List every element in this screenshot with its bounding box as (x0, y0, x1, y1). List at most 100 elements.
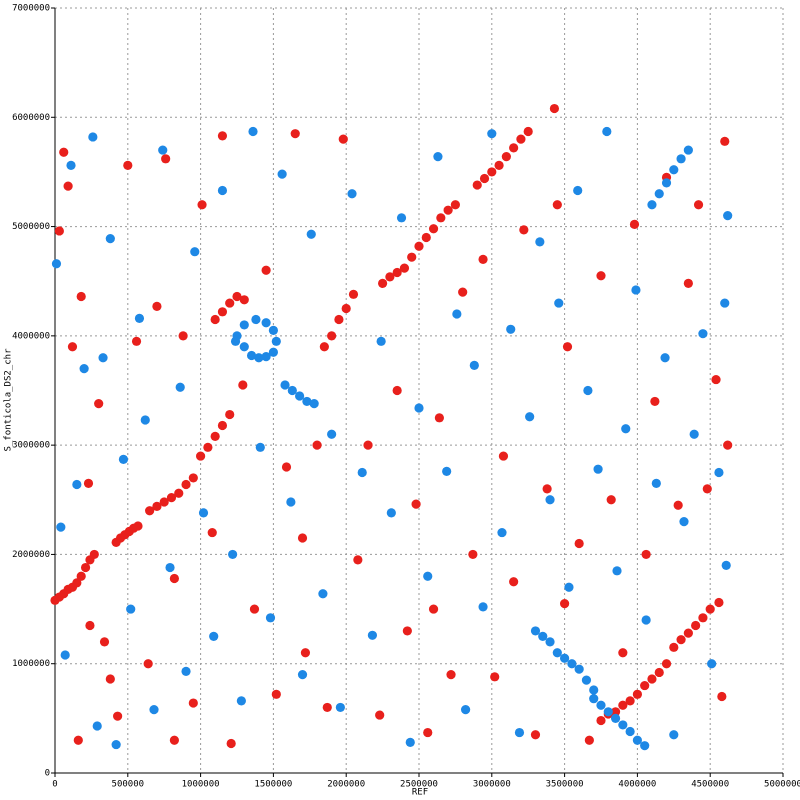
point (583, 385, 593, 396)
point (589, 694, 599, 704)
point (225, 298, 235, 308)
point (554, 298, 564, 308)
point (277, 169, 287, 179)
point (683, 278, 693, 288)
point (309, 399, 319, 409)
point (423, 727, 433, 738)
point (236, 696, 246, 706)
point (567, 659, 577, 669)
point (602, 126, 612, 137)
point (105, 233, 115, 244)
point (59, 147, 69, 157)
point (472, 180, 482, 190)
point (654, 667, 664, 678)
point (131, 336, 142, 346)
point (198, 508, 209, 518)
point (509, 577, 519, 587)
point (51, 259, 62, 269)
point (319, 342, 329, 352)
point (651, 478, 661, 488)
point (552, 648, 562, 658)
point (705, 604, 715, 614)
point (300, 648, 311, 658)
point (217, 131, 228, 141)
point (54, 226, 64, 236)
point (593, 464, 603, 474)
point (56, 522, 66, 532)
point (629, 219, 640, 229)
point (683, 145, 693, 155)
point (230, 336, 241, 346)
point (353, 555, 363, 565)
point (428, 224, 439, 234)
point (203, 442, 213, 452)
point (618, 720, 628, 730)
x-axis-label: REF (412, 788, 428, 798)
point (88, 132, 98, 142)
point (66, 160, 76, 170)
point (238, 380, 248, 390)
point (280, 380, 290, 390)
point (118, 454, 129, 464)
point (525, 412, 535, 422)
y-tick-label: 7000000 (12, 4, 50, 14)
point (83, 478, 94, 488)
y-tick-label: 4000000 (12, 331, 50, 341)
point (295, 391, 305, 401)
point (287, 385, 297, 396)
point (92, 721, 102, 731)
point (347, 189, 357, 199)
point (111, 739, 121, 750)
point (519, 225, 529, 235)
point (178, 331, 188, 341)
point (396, 213, 407, 223)
point (669, 642, 679, 652)
point (246, 350, 257, 361)
point (312, 440, 322, 450)
point (714, 597, 724, 608)
x-tick-label: 2000000 (327, 780, 365, 790)
point (166, 493, 177, 503)
x-tick-label: 500000 (112, 780, 145, 790)
point (411, 499, 421, 509)
point (375, 710, 385, 720)
point (723, 440, 733, 450)
point (98, 353, 108, 363)
point (530, 730, 541, 740)
point (676, 154, 686, 164)
point (145, 506, 155, 516)
point (468, 549, 478, 560)
point (641, 615, 651, 625)
point (392, 385, 402, 396)
point (133, 521, 143, 531)
point (322, 702, 332, 713)
point (581, 675, 592, 685)
point (76, 571, 86, 581)
point (478, 602, 488, 612)
point (251, 314, 261, 325)
point (584, 735, 594, 745)
point (306, 229, 316, 239)
point (434, 413, 444, 423)
point (248, 126, 258, 137)
point (625, 696, 635, 706)
point (72, 578, 82, 588)
point (105, 674, 115, 684)
point (210, 314, 220, 325)
point (190, 247, 200, 257)
point (542, 484, 552, 494)
point (720, 136, 730, 146)
point (169, 735, 179, 745)
x-tick-label: 3500000 (546, 780, 584, 790)
point (357, 467, 367, 478)
point (446, 670, 456, 680)
point (152, 301, 162, 311)
point (79, 364, 89, 374)
point (140, 415, 150, 425)
point (479, 173, 490, 184)
point (126, 604, 136, 614)
point (421, 232, 431, 243)
y-tick-label: 3000000 (12, 441, 50, 451)
point (414, 403, 424, 413)
point (290, 129, 300, 139)
